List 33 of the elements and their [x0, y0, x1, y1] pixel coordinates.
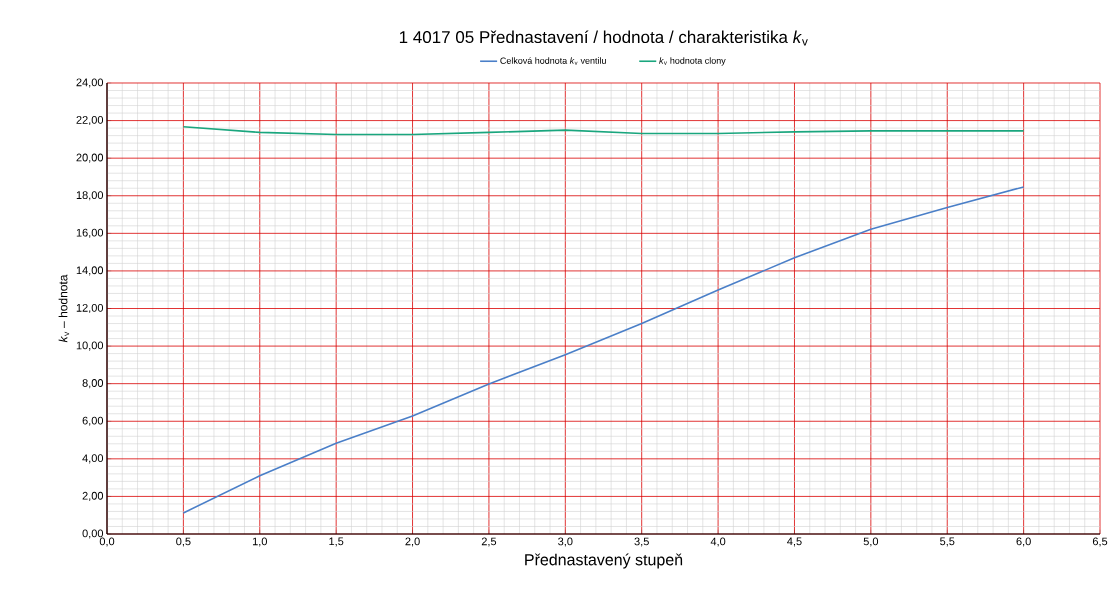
- x-tick-label: 5,5: [940, 537, 955, 547]
- y-tick-label: 14,00: [76, 266, 104, 276]
- y-tick-label: 10,00: [76, 341, 104, 351]
- chart-title: 1 4017 05 Přednastavení / hodnota / charakteristika k$_{v}$: [399, 30, 808, 46]
- legend-label: k$_{v}$ hodnota clony: [659, 57, 726, 66]
- legend-label: Celková hodnota k$_{v}$ ventilu: [500, 57, 606, 65]
- y-tick-label: 2,00: [82, 491, 104, 501]
- line-series: [182, 186, 1025, 514]
- x-tick-label: 2,0: [405, 537, 420, 547]
- y-tick-label: 24,00: [76, 78, 104, 88]
- x-tick-label: 6,0: [1016, 537, 1031, 547]
- x-tick-label: 3,0: [558, 537, 573, 547]
- y-tick-label: 20,00: [76, 153, 104, 163]
- x-tick-label: 0,5: [176, 537, 191, 547]
- x-tick-label: 0,0: [99, 537, 115, 547]
- y-tick-label: 12,00: [76, 303, 104, 314]
- y-tick-label: 8,00: [82, 379, 104, 389]
- x-tick-label: 3,5: [634, 537, 649, 547]
- y-tick-label: 0,00: [82, 529, 104, 539]
- x-tick-label: 4,0: [710, 537, 726, 547]
- x-axis-title: Přednastavený stupeň: [525, 553, 683, 569]
- x-tick-label: 1,0: [252, 537, 267, 547]
- y-tick-label: 16,00: [76, 228, 104, 238]
- x-tick-label: 2,5: [481, 537, 497, 547]
- y-tick-label: 4,00: [82, 454, 104, 464]
- y-tick-label: 22,00: [76, 116, 104, 126]
- x-tick-label: 4,5: [787, 537, 802, 547]
- y-tick-label: 18,00: [76, 191, 104, 201]
- x-tick-label: 6,5: [1092, 537, 1108, 547]
- x-tick-label: 5,0: [863, 537, 879, 547]
- y-axis-title: k$_{v}$ – hodnota: [58, 274, 70, 343]
- y-tick-label: 6,00: [82, 416, 104, 426]
- x-tick-label: 1,5: [329, 537, 344, 547]
